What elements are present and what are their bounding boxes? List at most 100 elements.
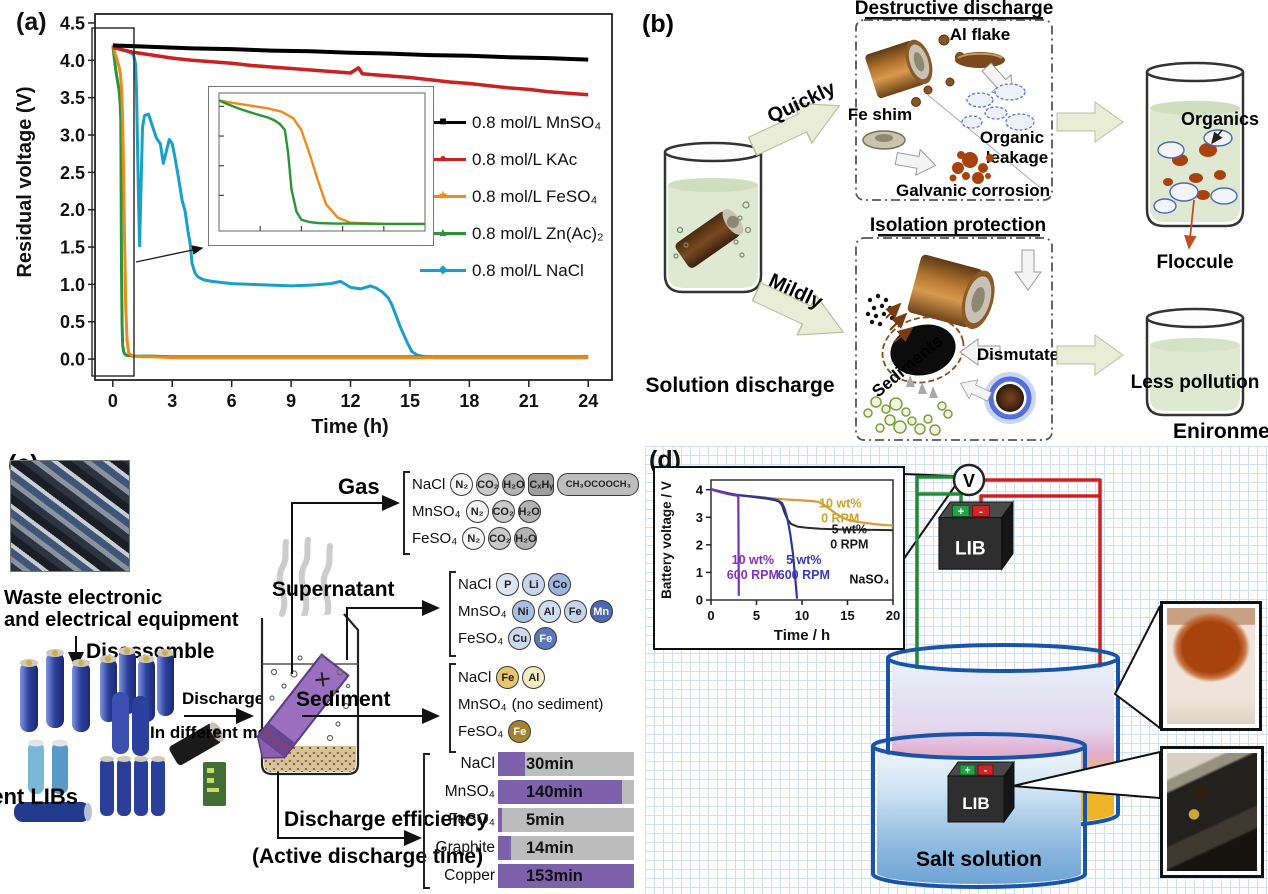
bar-fill (498, 780, 623, 804)
svg-text:-: - (984, 766, 987, 777)
lib-1-label: LIB (955, 539, 986, 560)
waste-label-line1: Waste electronic (4, 587, 162, 609)
x-tick-label: 0 (108, 391, 118, 411)
panel-a-label: (a) (16, 8, 47, 36)
inset-frame (218, 92, 426, 232)
inset-annotation: 600 RPM (778, 568, 830, 582)
series-10 wt% 600 RPM (710, 488, 740, 596)
chem-row: FeSO₄ Fe (458, 718, 603, 745)
chem-row: FeSO₄ Cu Fe (458, 625, 613, 652)
waste-label-line2: and electrical equipment (4, 609, 239, 631)
y-tick-label: 3.5 (60, 88, 85, 108)
panel-c-process-flow: (c) Waste electronic and electrical equi… (0, 446, 645, 894)
svg-text:+: + (965, 766, 971, 777)
bar-value-label: 30min (526, 755, 574, 773)
species-chip: CₓHᵧ (528, 473, 555, 496)
corroded-connector-image (1167, 753, 1257, 871)
galvanic-corrosion-particles (949, 151, 994, 184)
species-chip: Fe (508, 720, 532, 743)
species-chip: Ni (511, 600, 535, 623)
x-tick-label: 5 (753, 608, 760, 623)
x-tick-label: 6 (227, 391, 237, 411)
bar-track: 153min (498, 864, 634, 888)
organic-leakage-line1: Organic (980, 128, 1044, 147)
process-flow-diagram: (c) Waste electronic and electrical equi… (0, 450, 489, 889)
inset-annotation: 600 RPM (727, 568, 779, 582)
efficiency-bar-row: NaCl 30min (434, 752, 634, 776)
floc-particles (1163, 143, 1226, 200)
svg-text:-: - (979, 506, 983, 518)
battery-voltage-inset-chart: 0 5 10 15 20 0 1 2 3 4 Battery voltage / V Time / h… (653, 466, 905, 650)
salt-solution-label-2: Salt solution (916, 848, 1042, 871)
bar-fill (498, 864, 634, 888)
flashlight (169, 722, 224, 766)
environmental-impacts-label: Enironmental impacts (1173, 420, 1268, 443)
title-underline (865, 17, 1043, 20)
organics-pointer (1211, 129, 1223, 145)
active-discharge-time-label: (Active discharge time) (252, 845, 483, 868)
chem-row: MnSO₄ Ni Al Fe Mn (458, 598, 613, 625)
arrow-to-floccule (1056, 101, 1124, 143)
bar-category-label: NaCl (460, 755, 495, 772)
species-chip: CH₃OCOOCH₃ (557, 473, 640, 496)
y-tick-label: 0.0 (60, 350, 85, 370)
lib-2-label: LIB (962, 794, 989, 813)
y-tick-label: 0.5 (60, 312, 85, 332)
salt-label: NaCl (458, 669, 492, 686)
efficiency-bar-row: MnSO₄ 140min (434, 780, 634, 804)
pcb (203, 762, 226, 806)
x-tick-label: 0 (707, 608, 714, 623)
floccule-label: Floccule (1156, 252, 1233, 273)
inset-annotation: 5 wt% (786, 553, 821, 567)
legend-marker: ▲ (437, 225, 449, 239)
species-chip: H₂O (517, 500, 541, 523)
salt-label: FeSO₄ (458, 723, 504, 740)
al-flake-label: Al flake (950, 25, 1010, 44)
series-0.8 mol/L FeSO₄ (111, 45, 589, 360)
organic-leakage-line2: leakage (986, 148, 1048, 167)
bar-track: 140min (498, 780, 634, 804)
chem-row: FeSO₄ N₂ CO₂ H₂O (412, 525, 639, 552)
y-tick-label: 4 (696, 482, 704, 497)
supernatant-label: Supernatant (272, 578, 395, 601)
callout-wedge-1 (1113, 605, 1161, 731)
falling-flakes (906, 375, 938, 398)
legend-item: ■ 0.8 mol/L MnSO₄ (420, 104, 604, 141)
species-chip: CO₂ (476, 473, 500, 496)
x-tick-label: 18 (459, 391, 479, 411)
legend-item: ★ 0.8 mol/L FeSO₄ (420, 178, 604, 215)
species-chip: H₂O (502, 473, 526, 496)
legend-marker: ◆ (438, 262, 448, 276)
legend-label: 0.8 mol/L MnSO₄ (472, 112, 602, 132)
discharge-beaker (256, 537, 360, 776)
in-different-media-label: In different media (150, 723, 292, 742)
chem-row: MnSO₄ (no sediment) (458, 691, 603, 718)
voltmeter-circle (952, 463, 986, 497)
sediment-products: NaCl Fe Al MnSO₄ (no sediment) FeSO₄ Fe (458, 664, 603, 745)
bar-category-label: MnSO₄ (444, 783, 495, 800)
isolation-protection-title: Isolation protection (870, 215, 1046, 236)
y-tick-label: 0 (696, 593, 703, 608)
spent-lib-cells (14, 647, 226, 822)
lib-battery-1: + - LIB (937, 500, 1015, 571)
discharge-efficiency-bars: NaCl 30min MnSO₄ 140min FeSO₄ 5min Graphite 14m… (434, 752, 634, 888)
salt-label: NaCl (458, 576, 492, 593)
y-tick-label: 2.0 (60, 200, 85, 220)
legend-line: ▲ (420, 226, 466, 238)
panel-b-discharge-diagram: (b) Solution discharge Quickly Mildly De… (628, 0, 1268, 446)
discharge-efficiency-label: Discharge efficiency (284, 808, 489, 831)
battery-in-beaker (675, 209, 744, 268)
group-brackets (403, 471, 456, 889)
species-chip: CO₂ (491, 500, 515, 523)
al-flake-shape (955, 52, 1005, 68)
cell-group-left (14, 649, 92, 822)
species-chip: N₂ (465, 500, 489, 523)
species-chip: Fe (496, 666, 520, 689)
salt-label: FeSO₄ (412, 530, 458, 547)
inset-annotation: NaSO₄ (849, 572, 889, 586)
discharging-battery (256, 653, 350, 759)
setup-schematic: V + - LIB Salt solution (871, 463, 1161, 889)
isolation-contents: Sediments Dismutate (863, 249, 1059, 436)
corroded-connector-photo (1160, 746, 1264, 878)
bar-value-label: 153min (526, 867, 583, 885)
